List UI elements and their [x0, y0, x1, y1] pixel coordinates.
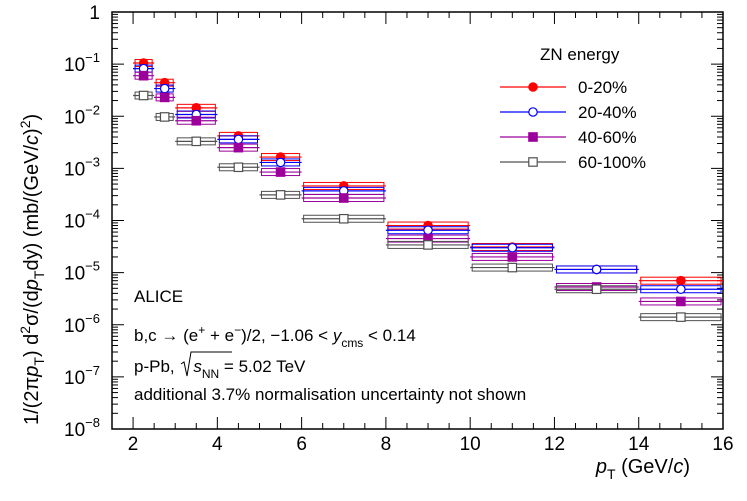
- data-point-marker: [233, 142, 244, 153]
- data-point: [554, 264, 639, 275]
- x-tick-label: 2: [128, 434, 139, 455]
- data-point: [385, 225, 471, 236]
- data-point-marker: [138, 90, 149, 101]
- data-point-marker: [507, 242, 518, 253]
- legend-title: ZN energy: [540, 45, 620, 64]
- data-point: [217, 162, 260, 173]
- data-point-marker: [591, 284, 602, 295]
- data-point: [217, 142, 260, 153]
- data-point-marker: [275, 157, 286, 168]
- legend: ZN energy 0-20% 20-40% 40-60% 60-100%: [500, 45, 646, 172]
- data-point: [301, 193, 386, 203]
- data-point: [259, 157, 302, 168]
- data-point-marker: [138, 70, 149, 81]
- data-point-marker: [676, 284, 686, 295]
- legend-label: 20-40%: [578, 103, 637, 122]
- data-point: [470, 262, 555, 273]
- data-point: [259, 167, 302, 177]
- data-point-marker: [507, 262, 518, 273]
- legend-label: 0-20%: [578, 78, 627, 97]
- data-point: [554, 284, 639, 295]
- data-point-marker: [528, 132, 538, 142]
- y-tick-label: 10−1: [64, 50, 100, 76]
- annotations: ALICE b,c → (e+ + e−)/2, −1.06 < ycms < …: [134, 287, 526, 404]
- data-point: [638, 312, 723, 322]
- y-tick-label: 10−3: [64, 154, 100, 180]
- data-point-marker: [159, 83, 170, 94]
- data-point-marker: [191, 115, 202, 126]
- data-point: [133, 70, 155, 81]
- data-point-marker: [528, 157, 538, 167]
- data-point-marker: [507, 252, 518, 262]
- series-20-40%: [133, 63, 723, 295]
- y-tick-label: 1: [89, 3, 100, 24]
- data-point: [638, 275, 723, 286]
- data-point-marker: [676, 312, 686, 322]
- decay-channel-label: b,c → (e+ + e−)/2, −1.06 < ycms < 0.14: [134, 323, 416, 350]
- data-point-marker: [275, 167, 286, 177]
- data-point-marker: [233, 134, 244, 145]
- data-point-marker: [423, 225, 433, 236]
- x-tick-label: 4: [212, 434, 223, 455]
- collision-system-label: p-Pb, sNN = 5.02 TeV: [134, 357, 306, 381]
- data-point: [154, 83, 176, 94]
- y-tick-label: 10−2: [64, 102, 100, 128]
- axis-ticks: [112, 11, 724, 430]
- y-axis-title: 1/(2πpT) d2σ/(dpTdy) (mb/(GeV/c)2): [17, 114, 47, 425]
- x-tick-label: 8: [381, 434, 392, 455]
- legend-label: 40-60%: [578, 128, 637, 147]
- normalisation-note: additional 3.7% normalisation uncertaint…: [134, 385, 526, 404]
- legend-entry: 20-40%: [500, 103, 637, 122]
- legend-entry: 60-100%: [500, 153, 646, 172]
- x-tick-labels: 2 4 6 8 10 12 14 16: [128, 434, 734, 455]
- data-point: [638, 284, 723, 295]
- x-tick-label: 12: [544, 434, 565, 455]
- data-point: [470, 252, 555, 262]
- y-tick-label: 10−8: [64, 415, 100, 441]
- y-tick-label: 10−5: [64, 259, 100, 285]
- x-axis-title: pT (GeV/c): [595, 456, 690, 482]
- data-point-marker: [275, 190, 286, 200]
- data-point-marker: [159, 92, 170, 103]
- series-60-100%: [133, 90, 723, 322]
- data-series: [133, 58, 723, 322]
- x-tick-label: 10: [460, 434, 481, 455]
- y-tick-label: 10−6: [64, 311, 100, 337]
- data-point: [154, 92, 176, 103]
- data-point: [175, 136, 218, 147]
- data-point: [133, 90, 155, 101]
- data-point-marker: [676, 296, 686, 307]
- data-point-marker: [528, 82, 538, 92]
- x-tick-label: 6: [296, 434, 307, 455]
- y-tick-label: 10−4: [64, 207, 100, 233]
- data-point-marker: [423, 240, 433, 250]
- x-tick-label: 14: [628, 434, 650, 455]
- data-point: [385, 240, 471, 250]
- data-point: [301, 213, 386, 224]
- legend-entry: 40-60%: [500, 128, 637, 147]
- legend-label: 60-100%: [578, 153, 646, 172]
- data-point: [470, 242, 555, 253]
- data-point: [154, 112, 176, 122]
- data-point-marker: [528, 107, 538, 117]
- data-point-marker: [233, 162, 244, 173]
- data-point-marker: [191, 136, 202, 147]
- data-point: [175, 115, 218, 126]
- x-tick-label: 16: [712, 434, 733, 455]
- data-point-marker: [591, 264, 602, 275]
- y-tick-labels: 1 10−1 10−2 10−3 10−4 10−5 10−6 10−7 10−8: [64, 3, 100, 441]
- y-tick-label: 10−7: [64, 363, 100, 389]
- legend-entry: 0-20%: [500, 78, 627, 97]
- sqrt-sign: [180, 351, 232, 377]
- data-point: [638, 296, 723, 307]
- data-point-marker: [676, 275, 686, 286]
- data-point-marker: [338, 193, 349, 203]
- data-point-marker: [338, 213, 349, 224]
- experiment-label: ALICE: [134, 287, 183, 306]
- data-point-marker: [159, 112, 170, 122]
- data-point: [259, 190, 302, 200]
